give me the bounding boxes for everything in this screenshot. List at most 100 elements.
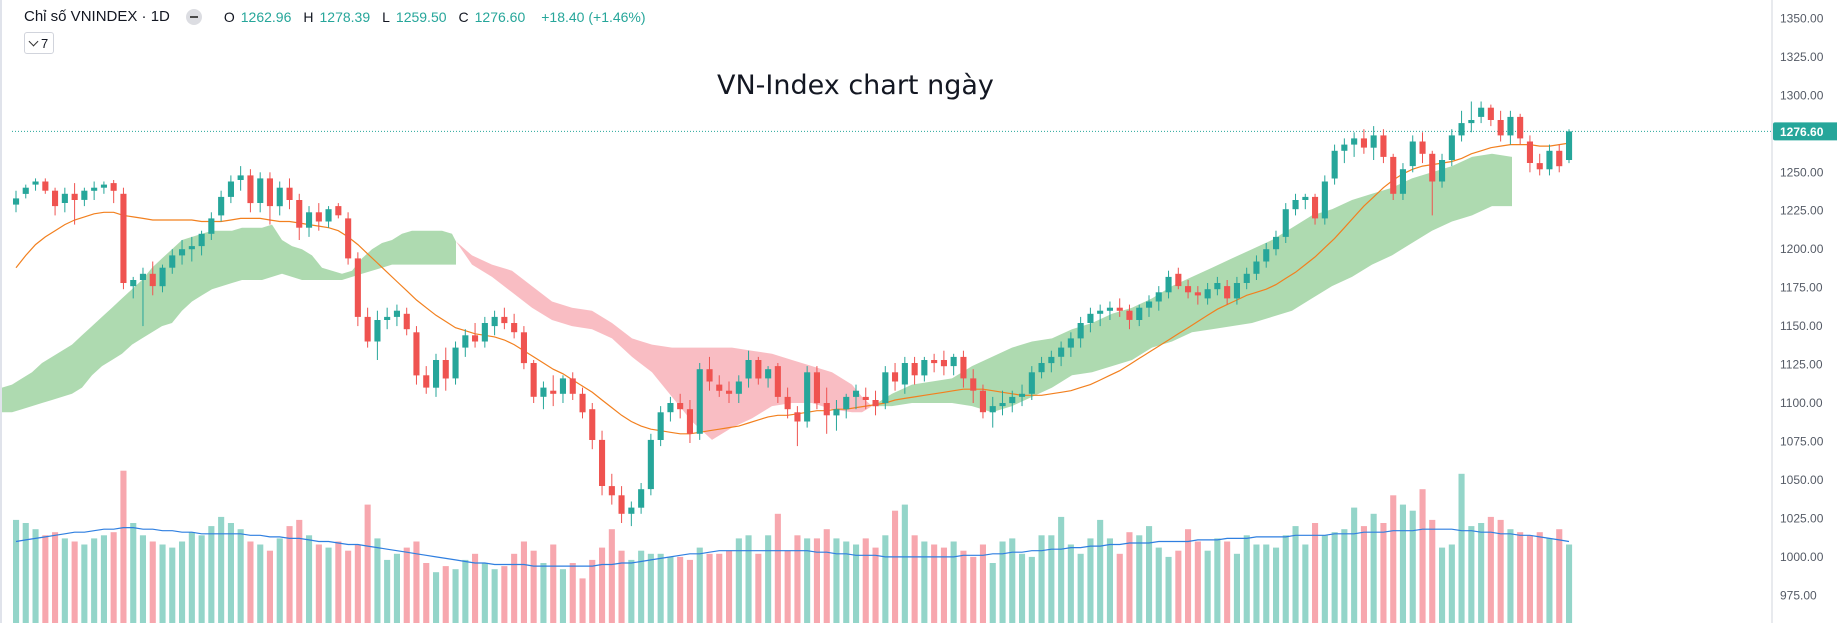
volume-bar (1097, 519, 1104, 623)
candle-body (452, 347, 459, 379)
price-tick-label: 1200.00 (1780, 242, 1824, 256)
price-tick-label: 1100.00 (1780, 396, 1823, 410)
candle-body (1399, 169, 1406, 194)
volume-bar (569, 563, 576, 623)
volume-bar (1526, 535, 1533, 623)
volume-bar (716, 553, 723, 623)
volume-bar (413, 541, 420, 623)
open-value: 1262.96 (240, 8, 292, 25)
volume-bar (1067, 544, 1074, 623)
candle-body (188, 246, 195, 250)
volume-bar (1165, 556, 1172, 623)
volume-bar (335, 541, 342, 623)
indicators-toggle[interactable]: 7 (24, 32, 55, 54)
volume-bar (1146, 526, 1153, 623)
candle-body (1497, 120, 1504, 136)
volume-bar (540, 563, 547, 623)
volume-bar (110, 532, 117, 623)
volume-bar (384, 559, 391, 623)
volume-bar (1487, 516, 1494, 623)
volume-bar (579, 578, 586, 623)
candle-body (1155, 292, 1162, 302)
candle-body (1487, 107, 1494, 120)
candle-body (1331, 150, 1338, 179)
candle-body (42, 181, 49, 191)
volume-bar (393, 553, 400, 623)
price-axis-bg (1772, 0, 1837, 623)
candle-body (1067, 338, 1074, 348)
close-value: 1276.60 (474, 8, 526, 25)
candle-body (1360, 138, 1367, 148)
volume-bar (696, 547, 703, 623)
candle-body (1419, 141, 1426, 154)
change-value: +18.40 (+1.46%) (541, 8, 646, 25)
price-tick-label: 1025.00 (1780, 511, 1824, 525)
symbol-label[interactable]: Chỉ số VNINDEX · 1D (24, 8, 170, 25)
candle-body (1312, 196, 1319, 219)
candle-body (393, 310, 400, 317)
volume-bar (1341, 529, 1348, 623)
hide-legend-icon[interactable] (185, 8, 202, 25)
volume-bar (774, 513, 781, 623)
volume-bar (1087, 538, 1094, 623)
volume-bar (1185, 529, 1192, 623)
candle-body (599, 439, 606, 486)
volume-bar (1331, 532, 1338, 623)
price-tick-label: 975.00 (1780, 588, 1817, 602)
candle-body (784, 396, 791, 410)
candle-body (608, 486, 615, 496)
volume-bar (520, 541, 527, 623)
volume-bar (686, 559, 693, 623)
volume-bar (667, 556, 674, 623)
candle-body (1546, 150, 1553, 170)
volume-bar (452, 569, 459, 623)
volume-bar (901, 504, 908, 623)
volume-bar (755, 553, 762, 623)
volume-bar (638, 550, 645, 623)
candle-body (286, 187, 293, 200)
candle-body (921, 360, 928, 376)
candle-body (491, 316, 498, 327)
candle-body (1106, 307, 1113, 311)
volume-bar (1009, 538, 1016, 623)
candle-body (1380, 135, 1387, 157)
candle-body (569, 378, 576, 394)
volume-bar (706, 553, 713, 623)
candle-body (862, 396, 869, 400)
candle-body (628, 507, 635, 514)
volume-bar (1282, 535, 1289, 623)
volume-bar (1058, 516, 1065, 623)
volume-bar (276, 538, 283, 623)
candle-body (872, 400, 879, 407)
candle-body (61, 193, 68, 203)
candle-body (120, 193, 127, 283)
volume-bar (862, 538, 869, 623)
candle-body (296, 200, 303, 228)
volume-bar (315, 544, 322, 623)
volume-bar (491, 569, 498, 623)
volume-bar (32, 529, 39, 623)
candle-body (677, 403, 684, 410)
candle-body (442, 360, 449, 379)
volume-bar (306, 535, 313, 623)
volume-bar (1273, 547, 1280, 623)
price-tick-label: 1325.00 (1780, 50, 1824, 64)
volume-bar (1448, 544, 1455, 623)
volume-bar (403, 547, 410, 623)
low-value: 1259.50 (395, 8, 447, 25)
volume-bar (91, 538, 98, 623)
volume-bar (1468, 526, 1475, 623)
volume-bar (501, 566, 508, 623)
candle-body (403, 313, 410, 330)
candle-body (1517, 116, 1524, 139)
volume-bar (1497, 519, 1504, 623)
candle-body (374, 320, 381, 342)
candle-body (384, 316, 391, 320)
candle-body (716, 384, 723, 391)
volume-bar (823, 529, 830, 623)
volume-bar (1409, 510, 1416, 623)
price-tick-label: 1000.00 (1780, 550, 1824, 564)
candle-body (1019, 393, 1026, 397)
